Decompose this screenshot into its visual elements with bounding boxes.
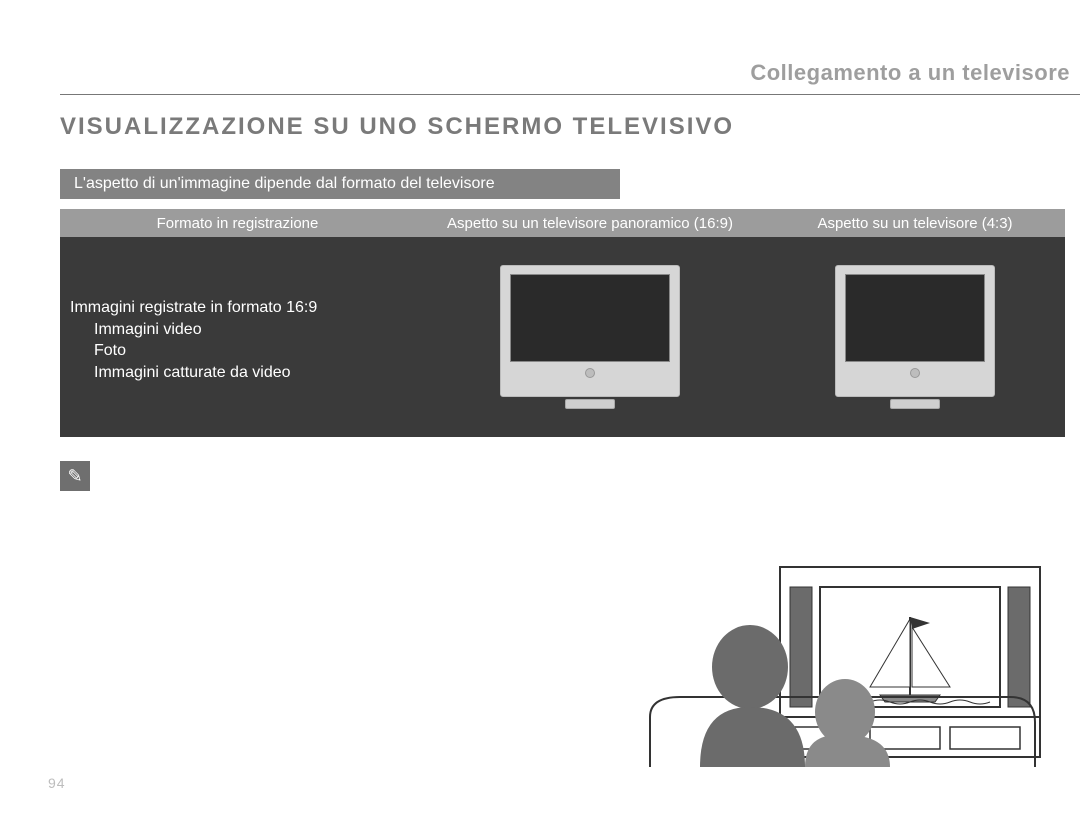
- tv-std-icon: [835, 265, 995, 409]
- subtitle-bar: L'aspetto di un'immagine dipende dal for…: [60, 169, 620, 199]
- format-bullet: Immagini video: [70, 319, 405, 341]
- breadcrumb: Collegamento a un televisore: [60, 60, 1080, 86]
- tv-wide-icon: [500, 265, 680, 409]
- table-header-col2: Aspetto su un televisore panoramico (16:…: [415, 215, 765, 232]
- page-number: 94: [48, 775, 66, 791]
- aspect-table: Formato in registrazione Aspetto su un t…: [60, 209, 1065, 437]
- divider: [60, 94, 1080, 95]
- living-room-illustration: [630, 557, 1050, 787]
- table-body-row: Immagini registrate in formato 16:9 Imma…: [60, 237, 1065, 437]
- page-title: VISUALIZZAZIONE SU UNO SCHERMO TELEVISIV…: [60, 113, 1080, 141]
- format-bullet: Foto: [70, 340, 405, 362]
- table-header-col1: Formato in registrazione: [60, 215, 415, 232]
- table-header-row: Formato in registrazione Aspetto su un t…: [60, 209, 1065, 237]
- table-cell-format: Immagini registrate in formato 16:9 Imma…: [60, 237, 415, 437]
- format-bullet: Immagini catturate da video: [70, 362, 405, 384]
- table-cell-std-tv: [765, 237, 1065, 437]
- format-line: Immagini registrate in formato 16:9: [70, 297, 405, 319]
- note-icon: ✎: [60, 461, 90, 491]
- table-cell-wide-tv: [415, 237, 765, 437]
- table-header-col3: Aspetto su un televisore (4:3): [765, 215, 1065, 232]
